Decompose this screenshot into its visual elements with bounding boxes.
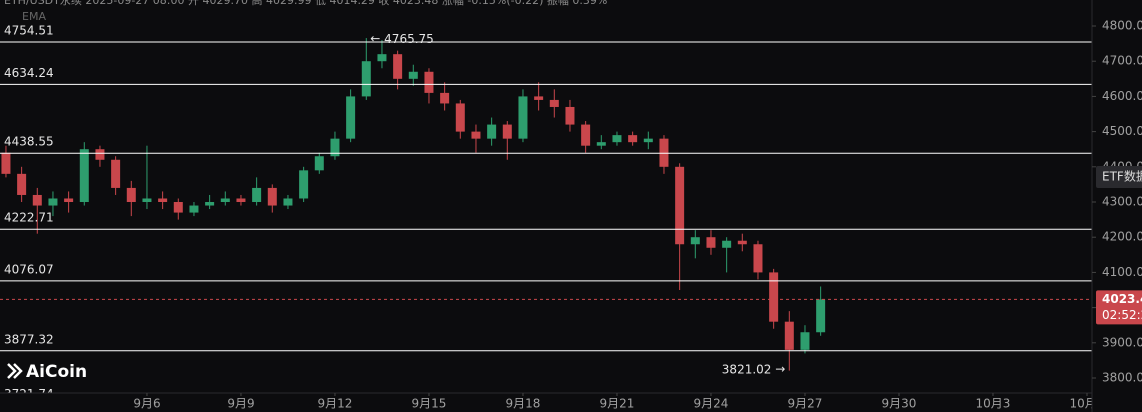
candle-body [643, 138, 653, 143]
candle-body [393, 54, 403, 79]
x-tick-label: 9月6 [133, 397, 160, 411]
y-tick-label: 4200.00 [1102, 230, 1142, 244]
candle-body [17, 173, 27, 195]
candle-body [455, 103, 465, 132]
candle-body [267, 187, 277, 206]
last-price-label: 4023.48 [1102, 292, 1142, 306]
candle-body [800, 332, 810, 350]
x-tick-label: 9月21 [600, 397, 635, 411]
candle-body [722, 240, 732, 248]
x-tick-label: 9月27 [788, 397, 823, 411]
level-label: 4754.51 [4, 24, 54, 38]
candle-body [220, 198, 230, 203]
low-value: 3821.02 [722, 362, 772, 376]
candle-body [205, 202, 215, 206]
candle-body [581, 124, 591, 146]
y-tick-label: 4500.00 [1102, 124, 1142, 138]
low-annotation: 3821.02 → [722, 362, 786, 376]
candle-body [440, 92, 450, 104]
candle-body [142, 198, 152, 203]
candle-body [1, 152, 11, 174]
candle-body [330, 138, 340, 157]
watermark: AiCoin [26, 362, 87, 382]
candle-body [252, 187, 262, 203]
watermark-logo [7, 363, 23, 379]
candle-body [408, 71, 418, 79]
candle-body [737, 240, 747, 245]
y-axis-band [1092, 0, 1142, 412]
candle-body [173, 202, 183, 213]
level-label: 4634.24 [4, 66, 54, 80]
candle-body [377, 54, 387, 62]
candle-body [753, 244, 763, 273]
high-annotation: ← 4765.75 [370, 32, 434, 46]
y-tick-label: 4300.00 [1102, 195, 1142, 209]
candle-body [48, 198, 58, 206]
x-tick-label: 9月18 [506, 397, 541, 411]
x-tick-label: 9月24 [694, 397, 729, 411]
candle-body [690, 237, 700, 245]
candle-body [784, 321, 794, 350]
etf-button-label[interactable]: ETF数据 [1102, 169, 1142, 184]
candle-body [424, 71, 434, 93]
y-tick-label: 4800.00 [1102, 19, 1142, 33]
candle-body [565, 106, 575, 125]
candle-body [518, 96, 528, 139]
candle-body [534, 96, 544, 100]
candle-body [361, 61, 371, 97]
candle-body [346, 96, 356, 139]
y-tick-label: 3800.00 [1102, 371, 1142, 385]
candle-body [158, 198, 168, 203]
candle-body [64, 198, 74, 203]
candle-body [32, 194, 42, 206]
candle-body [659, 138, 669, 167]
y-tick-label: 4600.00 [1102, 89, 1142, 103]
candle-body [816, 299, 826, 333]
candle-body [706, 237, 716, 248]
candle-body [236, 198, 246, 203]
y-tick-label: 4100.00 [1102, 265, 1142, 279]
x-tick-label: 9月9 [227, 397, 254, 411]
candle-body [612, 135, 622, 143]
high-value: 4765.75 [384, 32, 434, 46]
candle-body [111, 159, 121, 188]
candle-body [549, 99, 559, 107]
level-label: 3877.32 [4, 332, 54, 346]
x-axis-band [0, 393, 1142, 412]
level-label: 4076.07 [4, 262, 54, 276]
etf-button[interactable] [1096, 166, 1142, 188]
level-label: 4222.71 [4, 211, 54, 225]
y-tick-label: 4700.00 [1102, 54, 1142, 68]
countdown: 02:52:27 [1102, 308, 1142, 322]
candle-body [189, 205, 199, 213]
indicator-label: EMA [22, 10, 46, 23]
header: ETH/USDT永续 2025-09-27 08:00 开 4029.70 高 … [4, 0, 607, 7]
x-tick-label: 10月3 [976, 397, 1011, 411]
candle-body [628, 135, 638, 143]
x-tick-label: 9月30 [882, 397, 917, 411]
watermark-group: AiCoin [7, 362, 87, 382]
last-price-tag [1096, 290, 1142, 325]
candle-body [95, 149, 105, 160]
y-tick-label: 3900.00 [1102, 335, 1142, 349]
candle-body [283, 198, 293, 206]
candle-body [299, 170, 309, 199]
candle-body [79, 149, 89, 203]
candle-body [596, 142, 606, 146]
x-tick-label: 9月15 [412, 397, 447, 411]
x-tick-label: 9月12 [318, 397, 353, 411]
candle-body [126, 187, 136, 203]
candle-body [471, 131, 481, 139]
candle-body [769, 272, 779, 322]
level-label: 4438.55 [4, 135, 54, 149]
candle-body [314, 156, 324, 171]
candle-body [487, 124, 497, 139]
candle-body [502, 124, 512, 139]
candle-body [675, 166, 685, 245]
